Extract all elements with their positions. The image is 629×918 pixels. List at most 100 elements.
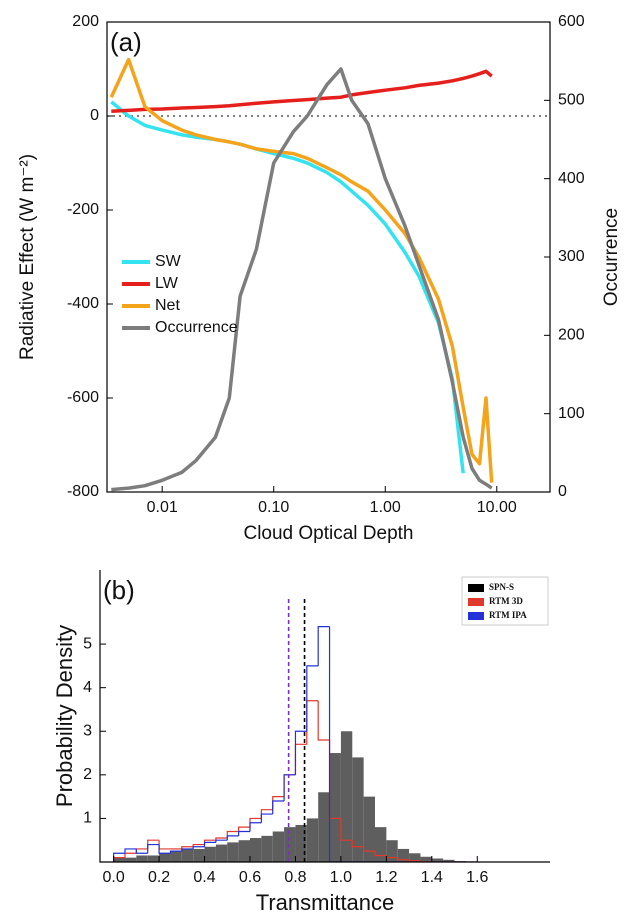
panel-0: 0.01 0.10 1.00 10.00 -800 -600 -400 -200 0 200 0 10… (17, 13, 622, 544)
x-axis-title: Transmittance (256, 890, 395, 915)
x-axis-title: Cloud Optical Depth (243, 523, 413, 544)
legend-label: SW (155, 253, 182, 270)
x-tick-label: 0.4 (193, 869, 215, 886)
legend-swatch (468, 598, 484, 606)
hist-bar (193, 848, 205, 862)
panel-label: (b) (103, 575, 135, 605)
hist-step (192, 846, 205, 849)
legend-swatch (468, 584, 484, 592)
hist-bar (363, 796, 375, 862)
x-tick-label: 0.01 (147, 499, 178, 516)
x-tick-label: 0.0 (103, 869, 125, 886)
hist-step (135, 848, 148, 854)
x-tick-label: 10.00 (477, 499, 517, 516)
x-tick-label: 1.6 (466, 869, 488, 886)
hist-step (181, 846, 194, 849)
y-axis-title: Radiative Effect (W m⁻²) (17, 154, 38, 360)
hist-step (260, 813, 273, 823)
panel-label: (a) (110, 27, 142, 57)
hist-bar (238, 840, 250, 862)
legend-label: RTM 3D (489, 596, 523, 606)
y2-tick-label: 600 (558, 13, 585, 30)
hist-step (238, 826, 250, 832)
x-tick-label: 0.8 (284, 869, 306, 886)
hist-step (340, 818, 353, 841)
y-axis-title: Probability Density (52, 625, 77, 807)
hist-bar (227, 842, 239, 862)
hist-step (272, 800, 285, 815)
y2-tick-label: 300 (558, 248, 585, 265)
hist-step (124, 848, 137, 854)
hist-step (317, 626, 330, 666)
hist-bar (170, 851, 182, 862)
hist-step (238, 830, 250, 836)
hist-bar (147, 855, 160, 862)
hist-bar (215, 844, 228, 862)
hist-step (374, 851, 387, 857)
hist-step (397, 857, 410, 861)
hist-bar (375, 827, 387, 862)
series-line (109, 57, 494, 483)
plot-area (107, 57, 550, 492)
hist-bar (125, 857, 137, 862)
y-tick-label: 0 (90, 107, 99, 124)
y2-tick-label: 100 (558, 405, 585, 422)
hist-step (283, 774, 296, 801)
hist-step (249, 822, 262, 832)
hist-bar (352, 757, 364, 862)
hist-step (181, 848, 194, 852)
hist-step (226, 835, 239, 841)
hist-bar (261, 835, 273, 862)
hist-bar (431, 858, 444, 862)
hist-bar (204, 846, 216, 862)
x-tick-label: 0.10 (258, 499, 289, 516)
x-tick-label: 1.4 (421, 869, 443, 886)
hist-step (192, 843, 205, 847)
y-tick-label: 4 (83, 679, 92, 696)
axes-lines (99, 570, 550, 863)
hist-bar (284, 827, 296, 862)
hist-step (283, 774, 296, 797)
y-tick-label: -800 (67, 483, 99, 500)
hist-step (317, 700, 330, 741)
series-line (111, 69, 493, 114)
hist-step (306, 700, 319, 745)
y2-axis-title: Occurrence (601, 208, 622, 306)
series-line (111, 67, 493, 492)
hist-bar (136, 855, 148, 862)
hist-step (351, 840, 364, 848)
hist-step (328, 626, 341, 862)
hist-step (124, 852, 137, 858)
y2-tick-label: 0 (558, 483, 567, 500)
x-tick-label: 1.0 (330, 869, 352, 886)
y-tick-label: 5 (83, 635, 92, 652)
hist-step (408, 859, 421, 862)
legend-label: LW (155, 275, 179, 292)
hist-bar (113, 857, 125, 862)
hist-bar (250, 838, 262, 862)
hist-bar (409, 853, 421, 862)
series-line (110, 100, 465, 474)
hist-step (203, 841, 216, 847)
hist-bar (329, 753, 341, 862)
legend-label: RTM IPA (489, 610, 527, 620)
hist-bar (306, 818, 319, 862)
y2-tick-label: 500 (558, 92, 585, 109)
hist-step (226, 830, 239, 839)
legend-label: SPN-S (489, 582, 514, 592)
hist-step (158, 840, 171, 850)
y-tick-label: -600 (67, 389, 99, 406)
y-tick-label: 3 (83, 722, 92, 739)
hist-step (169, 850, 182, 854)
hist-step (272, 796, 285, 810)
hist-step (215, 839, 228, 843)
y-tick-label: 200 (72, 13, 99, 30)
x-tick-label: 1.2 (375, 869, 397, 886)
legend-swatch (468, 612, 484, 620)
hist-bar (181, 848, 194, 862)
hist-bar (420, 856, 432, 862)
hist-bar (340, 731, 353, 862)
hist-bar (272, 831, 285, 862)
